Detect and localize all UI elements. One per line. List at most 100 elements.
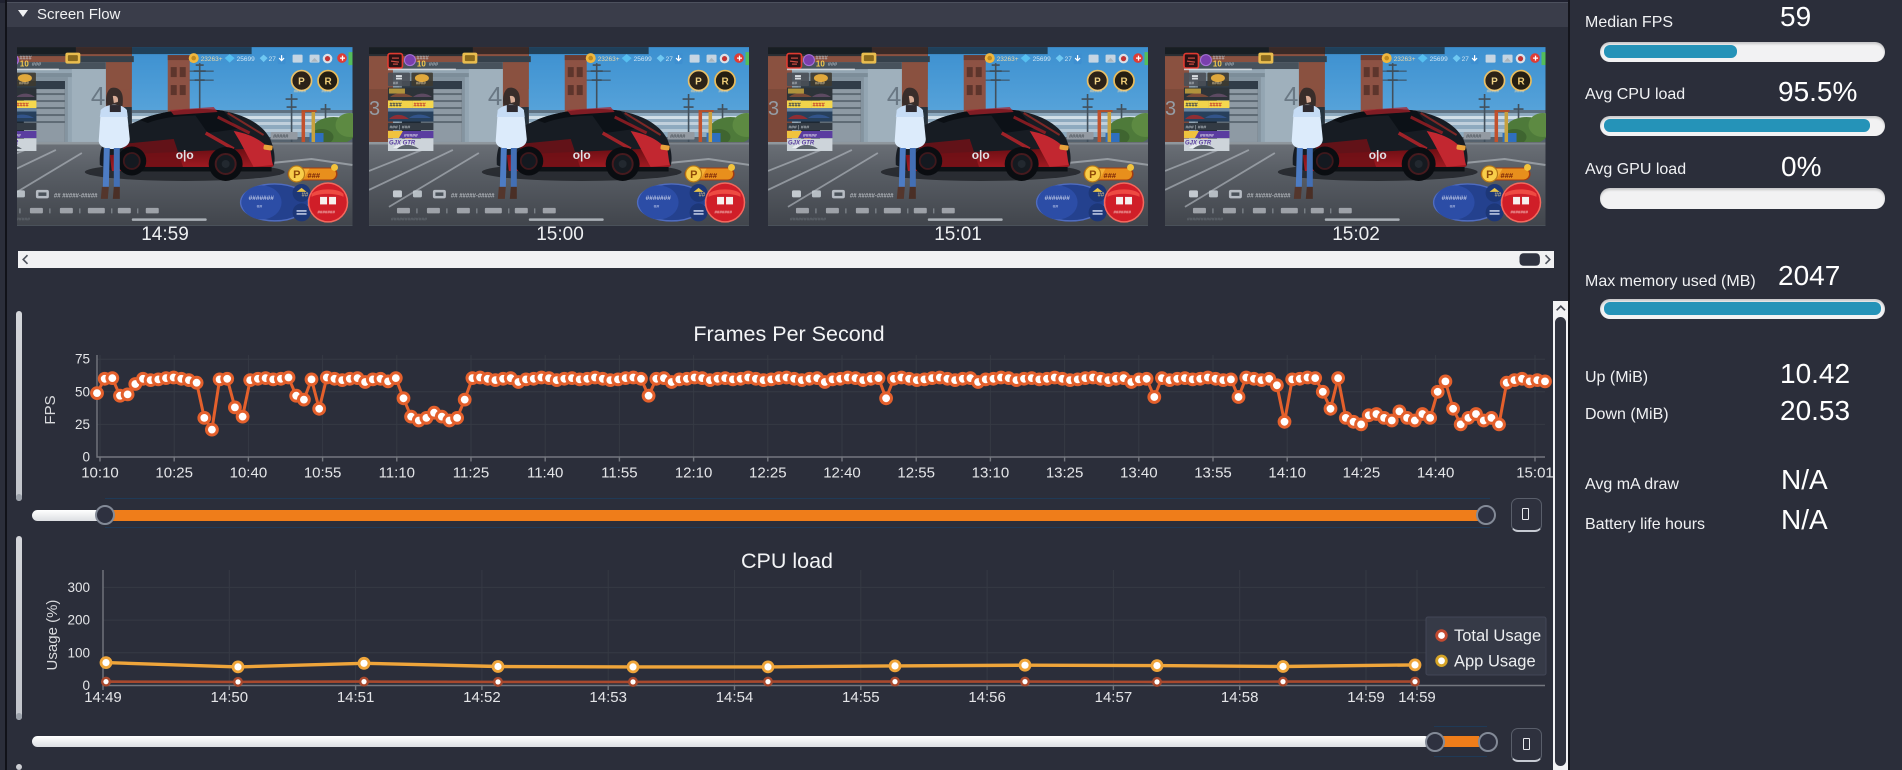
svg-text:10:55: 10:55 (304, 465, 342, 482)
svg-text:#####: ##### (404, 133, 418, 139)
svg-text:12:55: 12:55 (897, 465, 935, 482)
svg-text:23263+: 23263+ (1394, 56, 1416, 63)
svg-text:14:58: 14:58 (1221, 689, 1259, 706)
svg-text:##: ## (1495, 192, 1502, 198)
svg-text:25699: 25699 (1430, 56, 1448, 63)
svg-text:o|o: o|o (572, 148, 590, 162)
svg-text:##: ## (698, 192, 705, 198)
svg-text:### | ###: ### | ### (1186, 125, 1207, 131)
svg-text:12:40: 12:40 (823, 465, 861, 482)
svg-text:####: #### (812, 103, 824, 109)
svg-text:300: 300 (67, 580, 90, 595)
svg-text:#####: ##### (670, 134, 686, 140)
svg-text:14:54: 14:54 (716, 689, 754, 706)
svg-text:####: #### (1213, 56, 1226, 62)
svg-text:14:51: 14:51 (337, 689, 375, 706)
svg-text:#############: ############# (391, 216, 427, 222)
svg-text:11:55: 11:55 (601, 465, 637, 482)
svg-text:###: ### (308, 171, 321, 180)
svg-text:P: P (298, 77, 305, 88)
svg-text:#######: ####### (645, 195, 671, 202)
svg-text:#######: ####### (318, 209, 336, 214)
svg-text:#######: ####### (1113, 209, 1131, 214)
svg-text:#######: ####### (249, 195, 275, 202)
svg-text:####: #### (416, 56, 429, 62)
svg-text:#####: ##### (273, 134, 289, 140)
svg-text:## #####-#####: ## #####-##### (850, 193, 894, 199)
svg-text:14:40: 14:40 (1417, 465, 1455, 482)
svg-text:14:25: 14:25 (1343, 465, 1381, 482)
svg-text:####: #### (416, 81, 426, 86)
svg-text:13:55: 13:55 (1194, 465, 1232, 482)
svg-text:GJX GTR: GJX GTR (389, 140, 416, 146)
svg-text:###: ### (704, 171, 717, 180)
svg-text:75: 75 (75, 352, 90, 367)
svg-text:15:01: 15:01 (1516, 465, 1554, 482)
svg-text:o|o: o|o (1369, 148, 1387, 162)
svg-text:o|o: o|o (972, 148, 990, 162)
svg-text:####: #### (17, 103, 29, 109)
svg-text:10:10: 10:10 (81, 465, 119, 482)
svg-text:50: 50 (75, 384, 90, 399)
svg-text:####: #### (1212, 81, 1222, 86)
svg-text:25699: 25699 (633, 56, 651, 63)
svg-text:10: 10 (20, 60, 29, 69)
svg-text:##: ## (1097, 192, 1104, 198)
svg-text:#############: ############# (1187, 216, 1223, 222)
svg-text:GJX GTR: GJX GTR (1185, 140, 1212, 146)
svg-text:#####: ##### (17, 133, 21, 139)
svg-text:####: #### (1515, 89, 1525, 94)
svg-text:Frames Per Second: Frames Per Second (693, 322, 884, 346)
svg-text:4: 4 (91, 81, 105, 111)
svg-text:14:52: 14:52 (463, 689, 501, 706)
svg-text:P: P (293, 169, 300, 181)
svg-text:3: 3 (369, 98, 380, 120)
svg-text:###: ### (828, 62, 838, 68)
svg-text:#############: ############# (17, 216, 30, 222)
svg-text:Total Usage: Total Usage (1454, 627, 1541, 645)
svg-text:14:55: 14:55 (842, 689, 880, 706)
svg-text:###: ### (429, 62, 439, 68)
svg-text:14:50: 14:50 (211, 689, 249, 706)
svg-text:###: ### (1501, 171, 1514, 180)
svg-text:####: #### (322, 89, 332, 94)
svg-text:#####: ##### (294, 89, 307, 94)
svg-text:P: P (695, 77, 702, 88)
svg-text:P: P (1486, 169, 1493, 181)
svg-text:3: 3 (768, 98, 779, 120)
svg-text:200: 200 (67, 613, 90, 628)
svg-text:4: 4 (887, 81, 901, 111)
svg-text:14:10: 14:10 (1268, 465, 1306, 482)
svg-text:10: 10 (417, 60, 426, 69)
svg-text:3: 3 (1165, 98, 1176, 120)
svg-text:#####: ##### (1466, 134, 1482, 140)
svg-text:13:25: 13:25 (1046, 465, 1084, 482)
svg-text:## #####-#####: ## #####-##### (54, 193, 98, 199)
svg-text:14:59: 14:59 (1347, 689, 1385, 706)
svg-text:####: #### (788, 103, 800, 109)
svg-text:R: R (1518, 77, 1525, 88)
svg-text:14:57: 14:57 (1095, 689, 1133, 706)
svg-text:10:25: 10:25 (155, 465, 193, 482)
svg-text:o|o: o|o (176, 148, 194, 162)
svg-text:0: 0 (82, 678, 90, 693)
svg-text:####: #### (815, 56, 828, 62)
svg-text:####: #### (389, 103, 401, 109)
svg-text:12:10: 12:10 (675, 465, 713, 482)
svg-text:#####: ##### (1200, 133, 1214, 139)
svg-text:App Usage: App Usage (1454, 652, 1536, 670)
svg-text:4: 4 (487, 81, 501, 111)
svg-text:23263+: 23263+ (597, 56, 619, 63)
svg-text:25: 25 (75, 417, 90, 432)
svg-text:FPS: FPS (42, 395, 59, 424)
svg-text:R: R (325, 77, 332, 88)
svg-text:R: R (721, 77, 728, 88)
svg-text:####: #### (1117, 89, 1127, 94)
svg-text:10:40: 10:40 (230, 465, 268, 482)
svg-text:P: P (1089, 169, 1096, 181)
svg-text:27: 27 (665, 56, 673, 63)
svg-text:14:49: 14:49 (84, 689, 122, 706)
svg-text:##: ## (1189, 81, 1194, 86)
svg-text:### | ###: ### | ### (788, 125, 809, 131)
svg-text:14:53: 14:53 (589, 689, 627, 706)
